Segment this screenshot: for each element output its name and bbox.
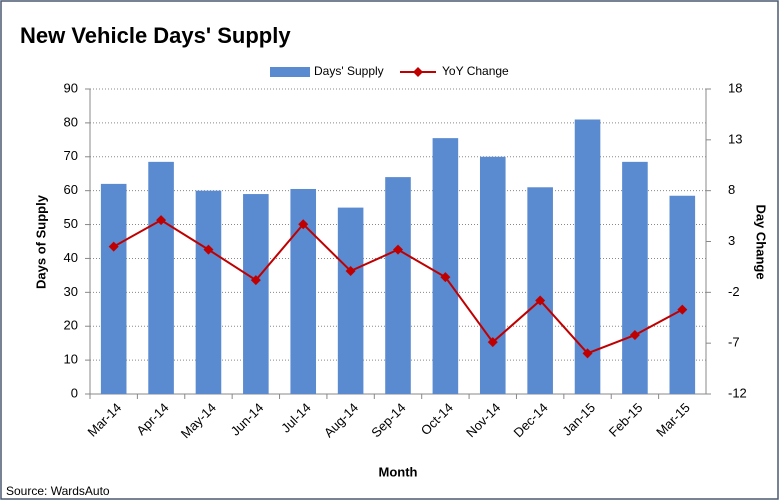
line-marker [203,244,214,255]
y-axis-label: Days of Supply [33,194,48,289]
bar [622,161,648,394]
bar [100,183,127,394]
line-marker [393,244,403,255]
bar [669,195,696,394]
line-marker [298,219,309,230]
y2-axis-label: Day Change [754,204,769,279]
y-tick-label: 50 [64,216,78,231]
line-marker [345,265,356,276]
line-marker [487,337,498,348]
x-axis-label: Month [379,464,418,479]
bar [195,190,222,394]
y-tick-label: 60 [64,182,78,197]
legend-label: YoY Change [442,64,509,78]
line-marker [582,348,593,359]
line-marker [250,275,261,286]
line-marker [535,295,546,306]
y-tick-label: 80 [64,114,78,129]
source: Source: WardsAuto [6,484,110,498]
bar [432,138,459,394]
chart-title: New Vehicle Days' Supply [20,23,291,48]
line-marker [629,330,640,341]
y2-tick-label: 18 [728,80,742,95]
line-marker [108,241,119,252]
line-marker [677,304,688,315]
y-tick-label: 10 [64,352,78,367]
bar [527,187,553,394]
y2-tick-label: -2 [728,284,740,299]
legend-swatch [270,67,310,77]
line-marker [156,215,167,226]
bar [385,177,411,394]
legend-label: Days' Supply [314,64,384,78]
y2-tick-label: -12 [728,385,747,400]
y-tick-label: 70 [64,148,78,163]
y-tick-label: 30 [64,284,78,299]
bar [574,119,601,394]
bar [337,207,364,394]
y2-tick-label: -7 [728,335,740,350]
y2-tick-label: 8 [728,182,735,197]
bar [243,194,269,394]
y-tick-label: 0 [71,385,78,400]
y-tick-label: 20 [64,318,78,333]
bar [148,161,174,394]
y-tick-label: 90 [64,80,78,95]
y2-tick-label: 3 [728,233,735,248]
bar [479,156,506,394]
y2-tick-label: 13 [728,131,742,146]
y-tick-label: 40 [64,250,78,265]
line-marker [440,272,451,283]
legend-marker [413,67,423,77]
